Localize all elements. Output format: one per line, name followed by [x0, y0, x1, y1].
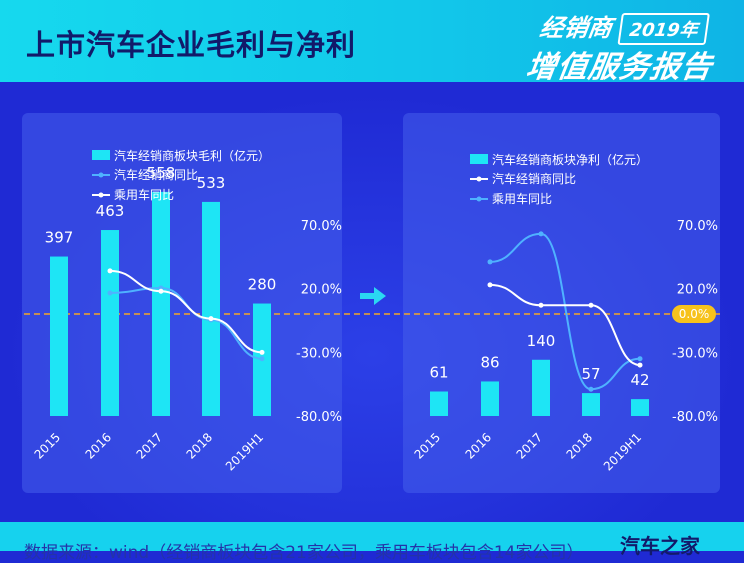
y-tick-right: 20.0%	[301, 283, 342, 298]
y-tick-right: -80.0%	[296, 410, 342, 425]
x-tick-2019H1: 2019H1	[601, 430, 644, 473]
series-point-passenger	[259, 349, 265, 355]
series-point-dealer	[259, 356, 265, 362]
series-point-dealer	[637, 356, 643, 362]
legend-label-line: 汽车经销商同比	[492, 171, 576, 186]
series-point-passenger	[637, 362, 643, 368]
legend-swatch-marker	[98, 172, 104, 178]
series-line-passenger	[109, 269, 263, 354]
legend-swatch-bar	[470, 154, 488, 164]
bar-2019H1	[631, 399, 649, 416]
x-tick-2015: 2015	[412, 430, 443, 461]
arrow-right-icon	[360, 287, 386, 305]
zero-badge-label: 0.0%	[679, 307, 710, 321]
y-tick-right: -30.0%	[672, 346, 718, 361]
bar-2016	[101, 230, 119, 416]
x-tick-2018: 2018	[564, 430, 595, 461]
legend-swatch-marker	[476, 196, 482, 202]
series-point-dealer	[107, 290, 113, 296]
legend-label-bar: 汽车经销商板块毛利（亿元）	[114, 148, 270, 163]
value-label-2019H1: 42	[630, 371, 649, 389]
value-label-2017: 140	[527, 332, 556, 350]
bar-2015	[50, 256, 68, 416]
value-label-2019H1: 280	[248, 276, 277, 294]
value-label-2018: 57	[581, 365, 600, 383]
zero-badge	[672, 305, 716, 323]
series-point-passenger	[158, 288, 164, 294]
y-tick-right: -80.0%	[672, 410, 718, 425]
y-tick-right: 70.0%	[301, 219, 342, 234]
footer-bar: 数据来源：wind（经销商板块包含21家公司，乘用车板块包含14家公司） 汽车之…	[0, 522, 744, 563]
series-point-passenger	[538, 302, 544, 308]
series-point-passenger	[588, 302, 594, 308]
y-tick-right: 70.0%	[677, 219, 718, 234]
value-label-2015: 61	[429, 363, 448, 381]
series-point-passenger	[107, 268, 113, 274]
legend-swatch-bar	[92, 150, 110, 160]
legend-label-line: 乘用车同比	[492, 191, 552, 206]
gross-profit-panel	[22, 113, 342, 493]
legend-label-bar: 汽车经销商板块净利（亿元）	[492, 152, 648, 167]
value-label-2017: 558	[147, 164, 176, 182]
x-tick-2016: 2016	[463, 430, 494, 461]
x-tick-2018: 2018	[184, 430, 215, 461]
value-label-2015: 397	[45, 229, 74, 247]
bar-2017	[152, 191, 170, 416]
series-point-dealer	[538, 231, 544, 237]
bar-2018	[582, 393, 600, 416]
bar-2016	[481, 381, 499, 416]
value-label-2016: 86	[480, 353, 499, 371]
bar-2017	[532, 359, 550, 416]
x-tick-2019H1: 2019H1	[223, 430, 266, 473]
net-profit-panel	[403, 113, 720, 493]
legend-swatch-marker	[98, 192, 104, 198]
series-point-passenger	[487, 282, 493, 288]
y-tick-right: 20.0%	[677, 283, 718, 298]
page-title: 上市汽车企业毛利与净利	[26, 28, 357, 62]
legend-swatch-marker	[476, 176, 482, 182]
x-tick-2017: 2017	[134, 430, 165, 461]
header-bar: 上市汽车企业毛利与净利 经销商 2019年 增值服务报告	[0, 0, 744, 85]
legend-label-line: 乘用车同比	[114, 187, 174, 202]
x-tick-2017: 2017	[514, 430, 545, 461]
value-label-2018: 533	[197, 174, 226, 192]
series-point-passenger	[208, 316, 214, 322]
x-tick-2016: 2016	[83, 430, 114, 461]
series-line-dealer	[489, 232, 641, 391]
bar-2015	[430, 391, 448, 416]
brand-logo: 汽车之家	[620, 534, 700, 558]
series-point-dealer	[487, 259, 493, 265]
legend-label-line: 汽车经销商同比	[114, 167, 198, 182]
bar-2018	[202, 201, 220, 416]
y-tick-right: -30.0%	[296, 346, 342, 361]
series-line-dealer	[109, 287, 263, 360]
series-line-passenger	[489, 283, 641, 367]
series-point-dealer	[588, 386, 594, 392]
x-tick-2015: 2015	[32, 430, 63, 461]
value-label-2016: 463	[96, 202, 125, 220]
